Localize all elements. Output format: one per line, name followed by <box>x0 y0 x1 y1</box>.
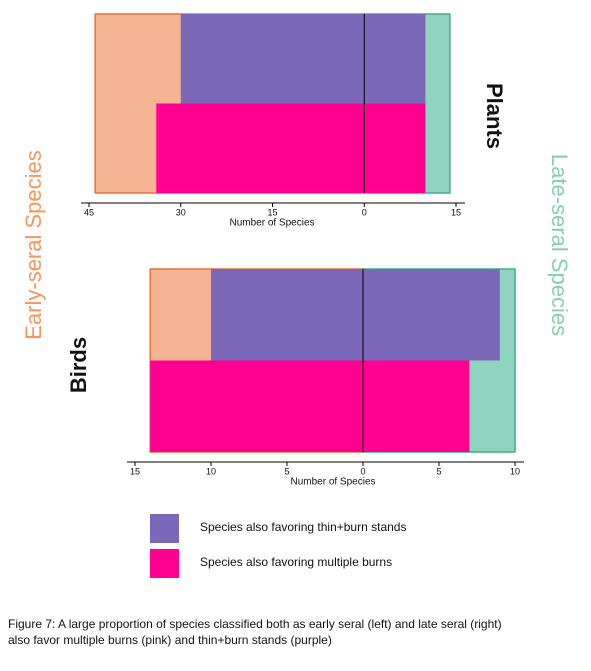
x-tick-label: 45 <box>84 207 94 217</box>
bar <box>363 269 500 361</box>
x-tick-label: 0 <box>360 466 365 476</box>
bar <box>156 103 365 193</box>
bar <box>180 14 365 104</box>
side-label: Early-seral Species <box>21 150 46 340</box>
bar <box>364 103 426 193</box>
x-tick-label: 0 <box>362 207 367 217</box>
x-tick-label: 15 <box>451 207 461 217</box>
x-axis-label: Number of Species <box>290 477 375 488</box>
x-tick-label: 15 <box>130 466 140 476</box>
x-tick-label: 5 <box>284 466 289 476</box>
x-tick-label: 10 <box>206 466 216 476</box>
bar <box>150 360 363 452</box>
legend-label: Species also favoring thin+burn stands <box>200 520 406 534</box>
bar <box>363 360 470 452</box>
legend-swatch <box>150 549 179 578</box>
x-axis-label: Number of Species <box>229 218 314 229</box>
bar <box>364 14 426 104</box>
chart-title: Plants <box>482 83 507 149</box>
side-label: Late-seral Species <box>547 154 572 336</box>
x-tick-label: 30 <box>176 207 186 217</box>
caption-line: Figure 7: A large proportion of species … <box>8 617 502 631</box>
bar <box>211 269 363 361</box>
caption-line: also favor multiple burns (pink) and thi… <box>8 633 332 647</box>
x-tick-label: 5 <box>436 466 441 476</box>
x-tick-label: 15 <box>267 207 277 217</box>
legend-label: Species also favoring multiple burns <box>200 555 392 569</box>
x-tick-label: 10 <box>510 466 520 476</box>
legend-swatch <box>150 514 179 543</box>
chart-title: Birds <box>66 337 91 393</box>
